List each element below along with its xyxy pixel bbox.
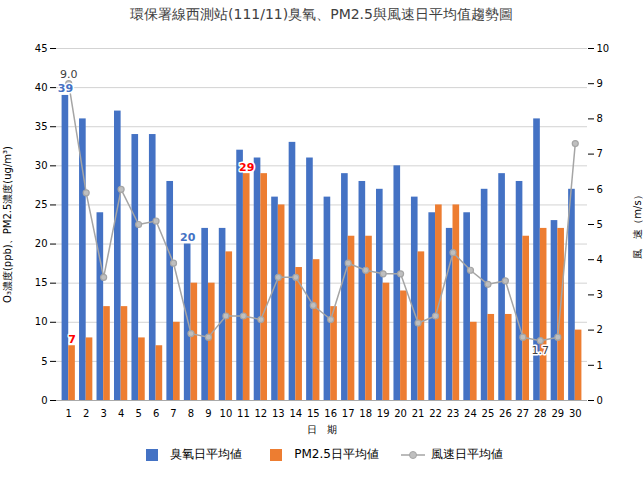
html-text:臭氧日平均値: 臭氧日平均値 — [170, 447, 243, 461]
svg-text:22: 22 — [429, 408, 442, 419]
svg-text:1.7: 1.7 — [532, 344, 550, 357]
svg-text:16: 16 — [324, 408, 337, 419]
svg-text:8: 8 — [597, 113, 603, 124]
svg-text:5: 5 — [41, 356, 47, 367]
svg-text:9: 9 — [597, 78, 603, 89]
svg-text:8: 8 — [188, 408, 194, 419]
html-text:環保署線西測站(111/11)臭氧、PM2.5與風速日平均值: 環保署線西測站(111/11)臭氧、PM2.5與風速日平均值趨勢圖 — [130, 6, 513, 22]
svg-text:30: 30 — [569, 408, 582, 419]
svg-text:40: 40 — [35, 82, 48, 93]
svg-text:7: 7 — [68, 333, 76, 346]
svg-text:7: 7 — [170, 408, 176, 419]
svg-text:5: 5 — [135, 408, 141, 419]
svg-text:4: 4 — [118, 408, 124, 419]
svg-text:26: 26 — [499, 408, 512, 419]
svg-text:日 期: 日 期 — [307, 424, 337, 435]
svg-text:15: 15 — [35, 277, 48, 288]
svg-text:10: 10 — [220, 408, 233, 419]
svg-text:20: 20 — [180, 231, 196, 244]
svg-text:28: 28 — [534, 408, 547, 419]
svg-text:2: 2 — [83, 408, 89, 419]
html-text:PM2.5日平均値: PM2.5日平均値 — [294, 447, 379, 461]
svg-text:25: 25 — [482, 408, 495, 419]
svg-text:6: 6 — [153, 408, 159, 419]
svg-text:20: 20 — [394, 408, 407, 419]
svg-text:1: 1 — [597, 360, 603, 371]
svg-text:1: 1 — [66, 408, 72, 419]
svg-text:9.0: 9.0 — [60, 68, 78, 81]
svg-text:12: 12 — [254, 408, 267, 419]
svg-text:20: 20 — [35, 238, 48, 249]
svg-text:45: 45 — [35, 43, 48, 54]
svg-text:39: 39 — [58, 82, 73, 95]
svg-text:3: 3 — [100, 408, 106, 419]
svg-text:5: 5 — [597, 219, 603, 230]
svg-text:23: 23 — [447, 408, 460, 419]
svg-text:15: 15 — [307, 408, 320, 419]
svg-text:0: 0 — [597, 395, 603, 406]
svg-text:13: 13 — [272, 408, 285, 419]
svg-text:25: 25 — [35, 199, 48, 210]
svg-text:29: 29 — [551, 408, 564, 419]
svg-text:0: 0 — [41, 395, 47, 406]
svg-text:10: 10 — [597, 43, 610, 54]
svg-text:2: 2 — [597, 324, 603, 335]
svg-text:14: 14 — [289, 408, 302, 419]
html-text:風速日平均値: 風速日平均値 — [430, 447, 503, 461]
svg-text:6: 6 — [597, 184, 603, 195]
svg-text:10: 10 — [35, 316, 48, 327]
svg-text:O₃濃度(ppb)、PM2.5濃度(ug/m³): O₃濃度(ppb)、PM2.5濃度(ug/m³) — [2, 146, 13, 303]
svg-text:4: 4 — [597, 254, 603, 265]
svg-text:17: 17 — [342, 408, 355, 419]
svg-text:11: 11 — [237, 408, 250, 419]
svg-text:35: 35 — [35, 121, 48, 132]
svg-text:21: 21 — [412, 408, 425, 419]
svg-text:18: 18 — [359, 408, 372, 419]
svg-text:24: 24 — [464, 408, 477, 419]
svg-text:27: 27 — [517, 408, 530, 419]
svg-text:風 速（m/s）: 風 速（m/s） — [632, 190, 643, 258]
svg-text:29: 29 — [239, 161, 254, 174]
svg-text:7: 7 — [597, 148, 603, 159]
svg-text:3: 3 — [597, 289, 603, 300]
svg-text:9: 9 — [205, 408, 211, 419]
svg-text:19: 19 — [377, 408, 390, 419]
svg-text:30: 30 — [35, 160, 48, 171]
